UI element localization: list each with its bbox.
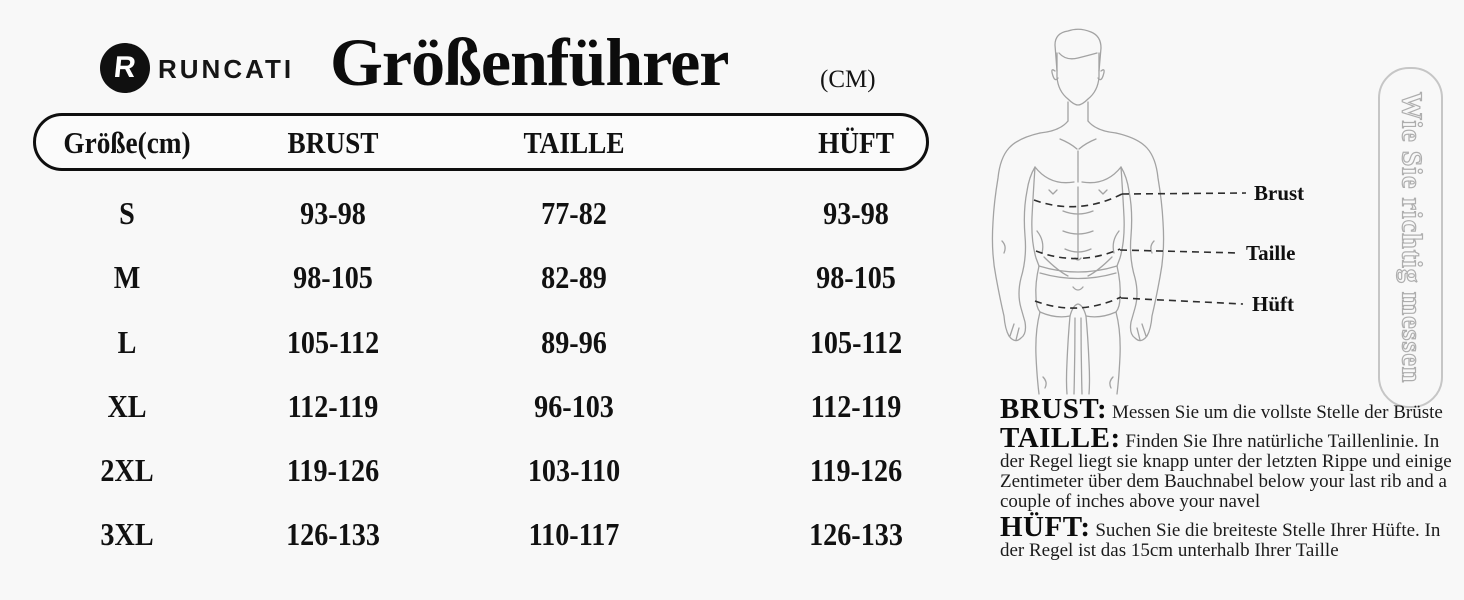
instruction-brust: BRUST: Messen Sie um die vollste Stelle … xyxy=(1000,395,1464,424)
side-banner-text: Wie Sie richtig messen xyxy=(1395,91,1427,384)
page-title-unit: (CM) xyxy=(820,66,876,93)
instruction-brust-term: BRUST: xyxy=(1000,393,1108,425)
table-cell: 82-89 xyxy=(541,259,607,295)
brand-name: RUNCATI xyxy=(158,54,295,84)
brand-logo-letter: R xyxy=(112,51,138,84)
measurement-dash-lines xyxy=(1033,192,1247,309)
table-cell: 119-126 xyxy=(809,452,903,488)
table-cell: 98-105 xyxy=(293,259,373,295)
instruction-taille-text: Finden Sie Ihre natürliche Taillenlinie.… xyxy=(1000,431,1452,512)
table-header-brust: BRUST xyxy=(287,125,379,160)
table-header-hueft: HÜFT xyxy=(818,125,894,160)
instruction-taille: TAILLE: Finden Sie Ihre natürliche Taill… xyxy=(1000,424,1464,512)
table-header-size: Größe(cm) xyxy=(63,125,191,160)
table-cell: 89-96 xyxy=(541,324,607,360)
instruction-brust-text: Messen Sie um die vollste Stelle der Brü… xyxy=(1111,402,1443,423)
table-header-taille: TAILLE xyxy=(523,125,625,160)
measurement-instructions: BRUST: Messen Sie um die vollste Stelle … xyxy=(1000,395,1464,566)
body-measurement-figure xyxy=(991,28,1247,395)
table-cell: 112-119 xyxy=(810,388,902,424)
table-cell: 2XL xyxy=(100,452,154,488)
table-cell: 93-98 xyxy=(300,195,366,231)
side-banner: Wie Sie richtig messen xyxy=(1378,67,1443,408)
table-cell: 126-133 xyxy=(286,516,380,552)
table-header-pill xyxy=(33,113,929,171)
table-cell: XL xyxy=(107,388,147,424)
instruction-hueft-term: HÜFT: xyxy=(1000,511,1091,543)
table-cell: 103-110 xyxy=(527,452,621,488)
table-cell: M xyxy=(113,259,141,295)
page-title: Größenführer xyxy=(330,24,729,100)
table-cell: 105-112 xyxy=(286,324,380,360)
table-cell: 3XL xyxy=(100,516,154,552)
table-cell: 77-82 xyxy=(541,195,607,231)
table-cell: 110-117 xyxy=(528,516,620,552)
table-cell: 96-103 xyxy=(534,388,614,424)
table-cell: 119-126 xyxy=(286,452,380,488)
table-cell: 105-112 xyxy=(809,324,903,360)
figure-label-taille: Taille xyxy=(1246,241,1296,265)
table-cell: 98-105 xyxy=(816,259,896,295)
instruction-hueft-text: Suchen Sie die breiteste Stelle Ihrer Hü… xyxy=(1000,520,1441,561)
instruction-hueft: HÜFT: Suchen Sie die breiteste Stelle Ih… xyxy=(1000,513,1464,561)
table-cell: 112-119 xyxy=(287,388,379,424)
table-cell: L xyxy=(117,324,137,360)
table-cell: S xyxy=(119,195,135,231)
table-cell: 126-133 xyxy=(809,516,903,552)
figure-label-brust: Brust xyxy=(1254,181,1305,205)
table-cell: 93-98 xyxy=(823,195,889,231)
figure-label-hueft: Hüft xyxy=(1252,292,1294,316)
instruction-taille-term: TAILLE: xyxy=(1000,422,1121,454)
brand-logo-icon: R xyxy=(100,43,150,93)
